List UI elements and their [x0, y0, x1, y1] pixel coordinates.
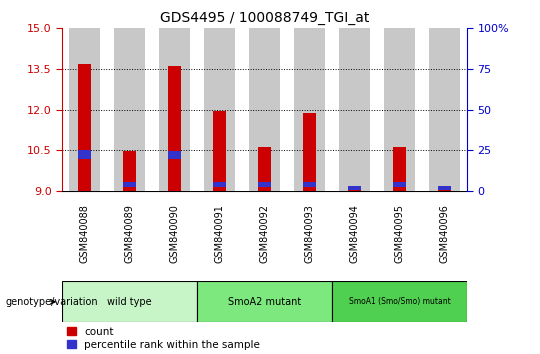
- Bar: [123, 151, 136, 191]
- Bar: [168, 151, 181, 159]
- Bar: [339, 28, 370, 191]
- Bar: [78, 150, 91, 159]
- Text: SmoA2 mutant: SmoA2 mutant: [228, 297, 301, 307]
- Bar: [197, 281, 332, 322]
- Bar: [348, 186, 361, 190]
- Text: SmoA1 (Smo/Smo) mutant: SmoA1 (Smo/Smo) mutant: [349, 297, 450, 306]
- Text: GSM840091: GSM840091: [214, 204, 225, 263]
- Text: genotype/variation: genotype/variation: [5, 297, 98, 307]
- Bar: [438, 186, 451, 191]
- Bar: [258, 182, 271, 187]
- Bar: [78, 64, 91, 191]
- Text: GSM840092: GSM840092: [260, 204, 269, 263]
- Text: GSM840090: GSM840090: [170, 204, 180, 263]
- Legend: count, percentile rank within the sample: count, percentile rank within the sample: [68, 326, 260, 350]
- Bar: [429, 28, 460, 191]
- Text: GSM840089: GSM840089: [125, 204, 134, 263]
- Bar: [438, 186, 451, 190]
- Text: GSM840096: GSM840096: [440, 204, 450, 263]
- Bar: [393, 147, 406, 191]
- Bar: [123, 182, 136, 187]
- Bar: [393, 182, 406, 187]
- Title: GDS4495 / 100088749_TGI_at: GDS4495 / 100088749_TGI_at: [160, 11, 369, 24]
- Bar: [204, 28, 235, 191]
- Bar: [168, 66, 181, 191]
- Bar: [213, 182, 226, 187]
- Bar: [294, 28, 325, 191]
- Bar: [114, 28, 145, 191]
- Text: GSM840088: GSM840088: [79, 204, 90, 263]
- Bar: [258, 147, 271, 191]
- Text: wild type: wild type: [107, 297, 152, 307]
- Bar: [249, 28, 280, 191]
- Bar: [62, 281, 197, 322]
- Bar: [303, 182, 316, 187]
- Bar: [348, 187, 361, 191]
- Bar: [159, 28, 190, 191]
- Bar: [303, 113, 316, 191]
- Text: GSM840095: GSM840095: [395, 204, 404, 263]
- Bar: [384, 28, 415, 191]
- Bar: [69, 28, 100, 191]
- Text: GSM840093: GSM840093: [305, 204, 315, 263]
- Bar: [332, 281, 467, 322]
- Bar: [213, 110, 226, 191]
- Text: GSM840094: GSM840094: [349, 204, 360, 263]
